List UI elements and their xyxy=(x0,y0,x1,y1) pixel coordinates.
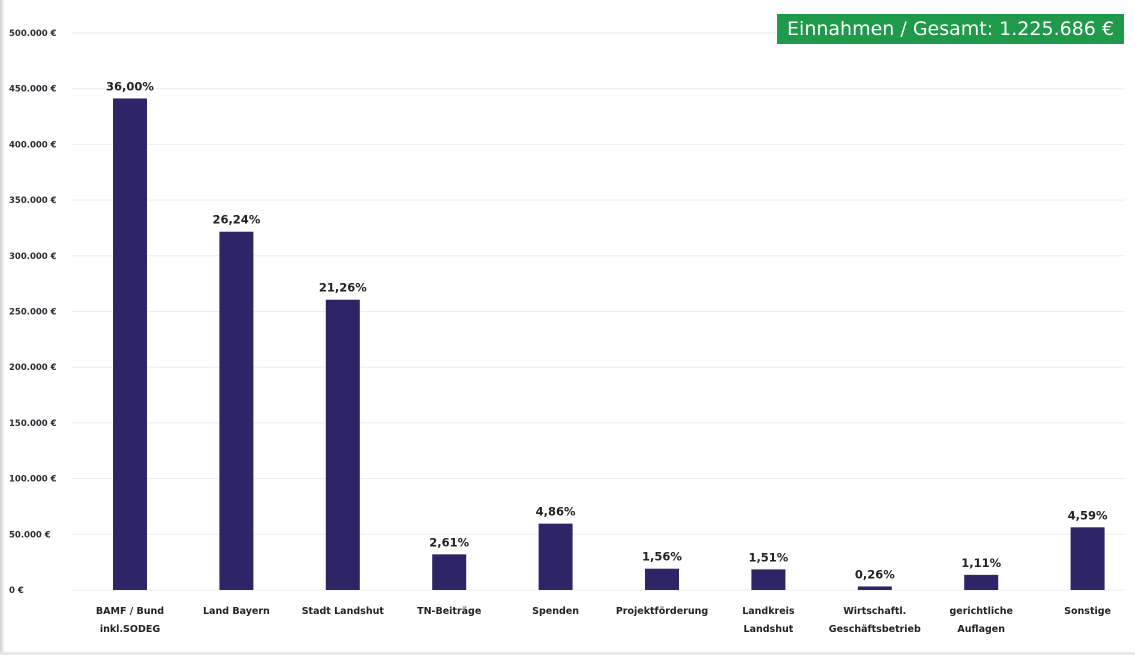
bottom-edge-shadow xyxy=(0,652,1135,655)
bar xyxy=(219,231,254,590)
x-category-label: Projektförderung xyxy=(616,606,708,617)
category-label-line: inkl.SODEG xyxy=(100,624,160,635)
bar xyxy=(1070,527,1105,590)
category-label-line: Wirtschaftl. xyxy=(843,606,906,617)
category-label-line: Geschäftsbetrieb xyxy=(829,624,921,635)
bar xyxy=(857,586,892,590)
bar xyxy=(964,574,999,590)
y-tick-label: 350.000 € xyxy=(9,196,57,206)
x-category-label: Land Bayern xyxy=(203,606,270,617)
data-label: 1,56% xyxy=(642,550,682,564)
x-category-label: TN-Beiträge xyxy=(417,606,481,617)
data-label: 4,59% xyxy=(1068,508,1108,522)
x-category-label: Spenden xyxy=(532,606,579,617)
bar xyxy=(325,299,360,590)
x-category-label: Stadt Landshut xyxy=(302,606,385,617)
data-label: 1,11% xyxy=(961,556,1001,570)
category-label-line: Land Bayern xyxy=(203,606,270,617)
x-category-label: gerichtliche Auflagen xyxy=(949,606,1012,635)
data-label: 21,26% xyxy=(319,281,367,295)
y-tick-label: 50.000 € xyxy=(9,530,51,540)
y-tick-label: 0 € xyxy=(9,586,24,596)
category-label-line: Spenden xyxy=(532,606,579,617)
x-category-label: Landkreis Landshut xyxy=(742,606,795,635)
bar xyxy=(538,523,573,590)
data-label: 26,24% xyxy=(212,213,260,227)
x-category-label: Sonstige xyxy=(1064,606,1111,617)
data-label: 2,61% xyxy=(429,535,469,549)
category-label-line: Sonstige xyxy=(1064,606,1111,617)
category-label-line: TN-Beiträge xyxy=(417,606,481,617)
category-label-line: Landkreis xyxy=(742,606,795,617)
y-tick-label: 200.000 € xyxy=(9,363,57,373)
bar xyxy=(751,569,786,590)
category-label-line: Landshut xyxy=(744,624,794,635)
x-category-label: BAMF / Bund inkl.SODEG xyxy=(96,606,164,635)
left-edge-shadow xyxy=(0,0,5,655)
y-tick-label: 450.000 € xyxy=(9,85,57,95)
bar xyxy=(113,98,147,591)
y-tick-label: 300.000 € xyxy=(9,252,57,262)
data-label: 36,00% xyxy=(106,79,154,93)
data-label: 0,26% xyxy=(855,567,895,581)
data-label: 4,86% xyxy=(536,505,576,519)
total-income-badge: Einnahmen / Gesamt: 1.225.686 € xyxy=(777,14,1124,44)
category-label-line: gerichtliche xyxy=(949,606,1012,617)
y-tick-label: 250.000 € xyxy=(9,308,57,318)
y-tick-label: 150.000 € xyxy=(9,419,57,429)
bar xyxy=(432,554,467,590)
y-tick-label: 100.000 € xyxy=(9,475,57,485)
data-label: 1,51% xyxy=(748,550,788,564)
y-tick-label: 400.000 € xyxy=(9,140,57,150)
category-label-line: Auflagen xyxy=(957,624,1005,635)
y-tick-label: 500.000 € xyxy=(9,29,57,39)
x-category-label: Wirtschaftl. Geschäftsbetrieb xyxy=(829,606,921,635)
category-label-line: Stadt Landshut xyxy=(302,606,385,617)
bar xyxy=(645,568,679,590)
category-label-line: BAMF / Bund xyxy=(96,606,164,617)
category-label-line: Projektförderung xyxy=(616,606,708,617)
